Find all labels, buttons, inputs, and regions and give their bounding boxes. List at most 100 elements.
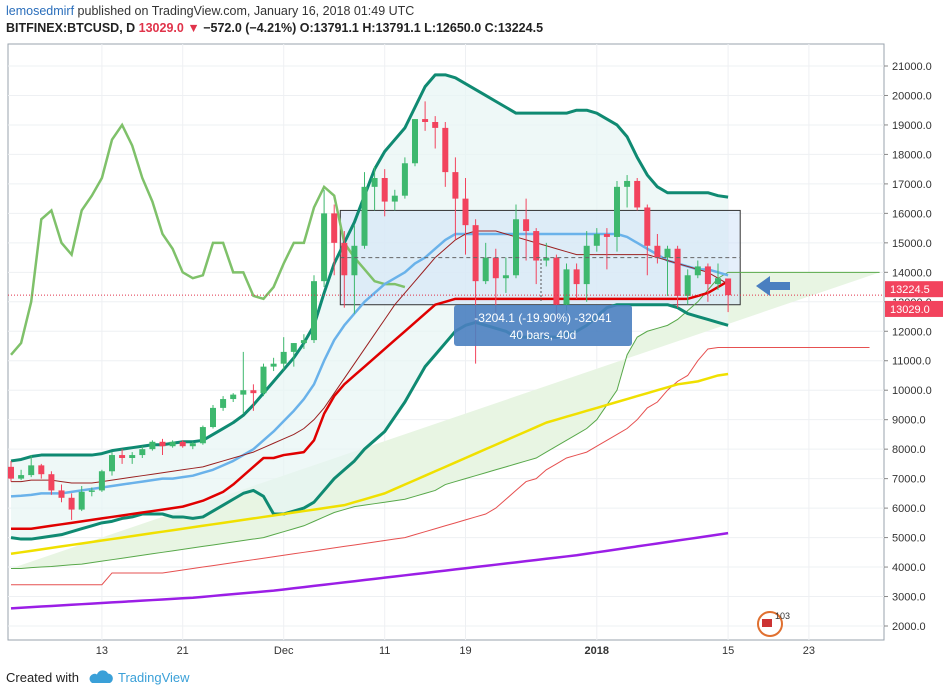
candle[interactable] [674,245,681,308]
candle-body [351,245,358,276]
candle[interactable] [664,245,671,296]
candle[interactable] [311,275,317,344]
candle[interactable] [391,189,398,211]
candle[interactable] [401,157,408,199]
symbol-label[interactable]: BITFINEX:BTCUSD, D [6,21,136,35]
candle[interactable] [159,438,166,456]
candle[interactable] [38,463,45,479]
candle[interactable] [502,257,509,293]
y-tick-label: 4000.0 [892,562,926,574]
candle[interactable] [361,172,368,249]
y-tick-label: 7000.0 [892,474,926,486]
candle-body [603,234,610,237]
candle[interactable] [129,452,136,464]
candle-body [664,248,671,258]
candle[interactable] [654,234,661,264]
candle[interactable] [199,425,206,445]
candle[interactable] [109,452,115,476]
x-tick-label: 13 [96,645,108,657]
candle[interactable] [452,157,459,240]
candle[interactable] [68,493,75,520]
candle[interactable] [371,166,378,211]
candle[interactable] [482,242,489,285]
candle[interactable] [250,384,257,411]
candle[interactable] [88,487,95,497]
candle[interactable] [270,357,277,372]
candle[interactable] [492,248,499,314]
candle[interactable] [381,169,388,217]
x-tick-label: Dec [274,645,294,657]
candle[interactable] [644,204,651,276]
candle[interactable] [119,449,126,464]
candle[interactable] [260,363,267,397]
candle-body [169,441,176,447]
candle[interactable] [149,440,156,451]
candle[interactable] [593,228,600,252]
candle[interactable] [321,189,328,288]
cloud-span-b [11,346,870,586]
y-tick-label: 21000.0 [892,61,932,73]
candle[interactable] [78,486,85,512]
candle[interactable] [280,337,287,370]
candle-body [482,257,489,282]
candle[interactable] [412,119,418,167]
annotations: -3204.1 (-19.90%) -32041 40 bars, 40d 103 [8,257,884,637]
candle[interactable] [351,225,358,314]
candle-body [250,390,257,394]
candle[interactable] [98,469,105,492]
candle[interactable] [179,440,186,448]
candle[interactable] [18,469,25,481]
candle[interactable] [583,231,590,302]
candle[interactable] [48,471,55,495]
candle-body [624,180,631,187]
candle-body [88,490,95,492]
candle[interactable] [331,204,338,276]
candle[interactable] [300,334,307,349]
candle[interactable] [694,260,701,279]
tradingview-link[interactable]: TradingView [118,670,190,685]
candle[interactable] [563,263,570,311]
candle[interactable] [573,263,580,299]
candle[interactable] [462,178,469,255]
candle[interactable] [8,460,14,482]
candle[interactable] [634,178,641,211]
candle[interactable] [684,269,691,305]
candle[interactable] [432,116,439,149]
flag-badge-icon[interactable]: 103 [757,611,790,637]
candle[interactable] [290,343,297,367]
candle[interactable] [523,198,530,261]
candle-body [129,455,136,458]
candle[interactable] [189,441,196,450]
candle[interactable] [442,122,449,187]
created-with-text: Created with [6,670,79,685]
candle[interactable] [533,228,540,285]
candle[interactable] [210,404,216,429]
candle[interactable] [614,180,620,252]
down-arrow-icon: ▼ [187,21,200,35]
candle-body [704,266,711,285]
y-tick-label: 19000.0 [892,120,932,132]
candle[interactable] [220,396,227,411]
candle[interactable] [624,175,631,208]
candle[interactable] [715,263,721,290]
author-link[interactable]: lemosedmirf [6,4,75,18]
candle[interactable] [513,204,519,279]
candle[interactable] [603,228,610,270]
candle[interactable] [240,351,247,414]
candle[interactable] [139,446,146,458]
candle-body [280,351,287,364]
candle-body [311,281,317,341]
badge-flag [762,619,772,627]
candle[interactable] [543,242,550,267]
candle[interactable] [58,484,65,503]
candle-body [321,213,328,282]
candle[interactable] [230,393,237,402]
candle[interactable] [422,101,429,131]
axes: 21000.0 20000.0 19000.0 18000.0 17000.0 16000… [96,61,943,657]
candle[interactable] [28,455,35,478]
candle-body [230,394,237,400]
ohlc-values: O:13791.1 H:13791.1 L:12650.0 C:13224.5 [299,21,544,35]
x-tick-label: 11 [379,645,390,657]
candle[interactable] [169,440,176,448]
